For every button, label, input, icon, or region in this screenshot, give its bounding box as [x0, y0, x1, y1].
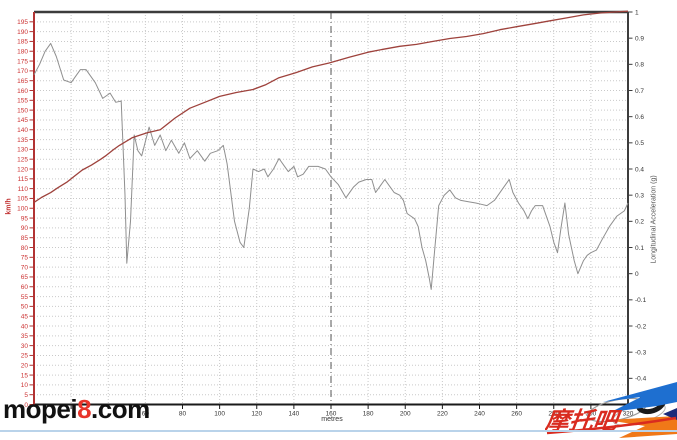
svg-text:80: 80 — [179, 411, 187, 418]
svg-text:125: 125 — [17, 156, 28, 163]
svg-text:55: 55 — [21, 294, 29, 301]
svg-text:180: 180 — [363, 411, 374, 418]
svg-text:50: 50 — [21, 304, 29, 311]
svg-text:130: 130 — [17, 147, 28, 154]
svg-text:0.8: 0.8 — [635, 62, 644, 69]
svg-text:105: 105 — [17, 196, 28, 203]
svg-text:160: 160 — [326, 411, 337, 418]
speed-curve — [33, 10, 629, 203]
svg-text:200: 200 — [400, 411, 411, 418]
watermark-mopei8: mopei8.com — [3, 396, 150, 422]
svg-text:0.7: 0.7 — [635, 88, 644, 95]
svg-text:320: 320 — [623, 411, 634, 418]
svg-text:100: 100 — [214, 411, 225, 418]
svg-text:160: 160 — [17, 88, 28, 95]
axis-spines — [33, 10, 632, 406]
svg-text:60: 60 — [21, 284, 29, 291]
svg-text:0.4: 0.4 — [635, 166, 644, 173]
x-axis-ticks — [70, 404, 629, 409]
svg-text:70: 70 — [21, 264, 29, 271]
svg-text:80: 80 — [21, 245, 29, 252]
svg-text:-0.3: -0.3 — [635, 349, 647, 356]
svg-text:120: 120 — [251, 411, 262, 418]
svg-text:170: 170 — [17, 68, 28, 75]
svg-text:0: 0 — [635, 271, 639, 278]
svg-text:115: 115 — [18, 176, 29, 183]
acceleration-curve — [33, 42, 629, 290]
svg-text:155: 155 — [17, 98, 28, 105]
svg-text:45: 45 — [21, 313, 29, 320]
svg-text:120: 120 — [17, 166, 28, 173]
bottom-divider — [0, 430, 677, 432]
right-axis-tick-labels: 1 0.9 0.8 0.7 0.6 0.5 0.4 0.3 0.2 0.1 0 -0.1 -0.2 -0.… — [635, 9, 647, 408]
logo-blue-swoosh-icon — [603, 382, 677, 412]
svg-text:260: 260 — [511, 411, 522, 418]
svg-text:280: 280 — [548, 411, 559, 418]
svg-text:90: 90 — [21, 225, 29, 232]
svg-text:20: 20 — [21, 363, 29, 370]
svg-text:0.1: 0.1 — [635, 245, 644, 252]
watermark-highlight: 8 — [77, 394, 92, 424]
svg-text:240: 240 — [474, 411, 485, 418]
left-axis-ticks — [29, 21, 34, 405]
gridlines — [34, 12, 628, 405]
svg-text:15: 15 — [21, 372, 29, 379]
svg-text:60: 60 — [142, 411, 150, 418]
x-axis-title: metres — [321, 416, 343, 423]
svg-text:10: 10 — [21, 382, 29, 389]
svg-text:180: 180 — [17, 49, 28, 56]
svg-text:145: 145 — [17, 117, 28, 124]
svg-text:140: 140 — [17, 127, 28, 134]
svg-text:65: 65 — [21, 274, 29, 281]
svg-text:75: 75 — [21, 255, 29, 262]
svg-text:190: 190 — [17, 29, 28, 36]
svg-text:0.3: 0.3 — [635, 192, 644, 199]
svg-text:175: 175 — [17, 58, 28, 65]
svg-text:0: 0 — [24, 402, 28, 409]
svg-text:165: 165 — [17, 78, 28, 85]
logo-darkblue-shape-icon — [663, 408, 677, 420]
svg-text:0.2: 0.2 — [635, 219, 644, 226]
right-axis-title: Longitudinal Acceleration (g) — [650, 175, 658, 264]
svg-text:25: 25 — [21, 353, 29, 360]
svg-text:40: 40 — [21, 323, 29, 330]
svg-text:300: 300 — [585, 411, 596, 418]
svg-text:0.6: 0.6 — [635, 114, 644, 121]
svg-text:0.9: 0.9 — [635, 35, 644, 42]
left-axis-tick-labels: 0 5 10 15 20 25 30 35 40 45 50 55 60 65 70 75 80 85 90 95 10… — [17, 19, 28, 409]
svg-text:150: 150 — [17, 107, 28, 114]
watermark-suffix: .com — [91, 394, 150, 424]
svg-text:220: 220 — [437, 411, 448, 418]
svg-text:95: 95 — [21, 215, 29, 222]
svg-text:30: 30 — [21, 343, 29, 350]
svg-text:0.5: 0.5 — [635, 140, 644, 147]
svg-text:-0.1: -0.1 — [635, 297, 647, 304]
svg-text:35: 35 — [21, 333, 29, 340]
svg-text:140: 140 — [288, 411, 299, 418]
svg-text:1: 1 — [635, 9, 639, 16]
x-axis-tick-labels: 60 80 100 120 140 160 180 200 220 240 260 280 300 320 — [142, 411, 634, 418]
svg-text:185: 185 — [17, 39, 28, 46]
svg-text:-0.4: -0.4 — [635, 376, 647, 383]
svg-text:100: 100 — [17, 206, 28, 213]
left-axis-title: km/h — [5, 198, 13, 215]
svg-text:110: 110 — [18, 186, 29, 193]
svg-text:5: 5 — [24, 392, 28, 399]
svg-text:135: 135 — [17, 137, 28, 144]
svg-text:-0.2: -0.2 — [635, 323, 647, 330]
watermark-prefix: mopei — [3, 394, 78, 424]
svg-text:195: 195 — [17, 19, 28, 26]
svg-text:85: 85 — [21, 235, 29, 242]
